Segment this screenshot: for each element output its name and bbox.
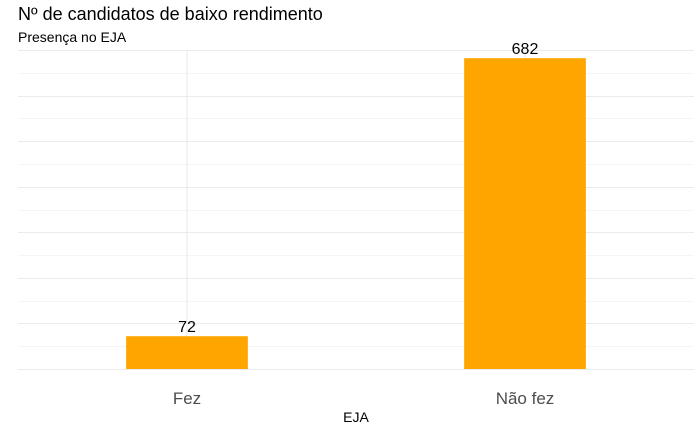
x-tick-label: Não fez bbox=[496, 389, 555, 408]
bar-n-o-fez bbox=[464, 58, 586, 370]
x-tick-label: Fez bbox=[173, 389, 201, 408]
chart-title: Nº de candidatos de baixo rendimento bbox=[18, 4, 323, 24]
x-axis-title: EJA bbox=[343, 409, 369, 425]
bar-fez bbox=[126, 336, 248, 369]
data-label: 682 bbox=[512, 41, 539, 58]
chart-subtitle: Presença no EJA bbox=[18, 29, 127, 45]
data-label: 72 bbox=[178, 319, 196, 336]
